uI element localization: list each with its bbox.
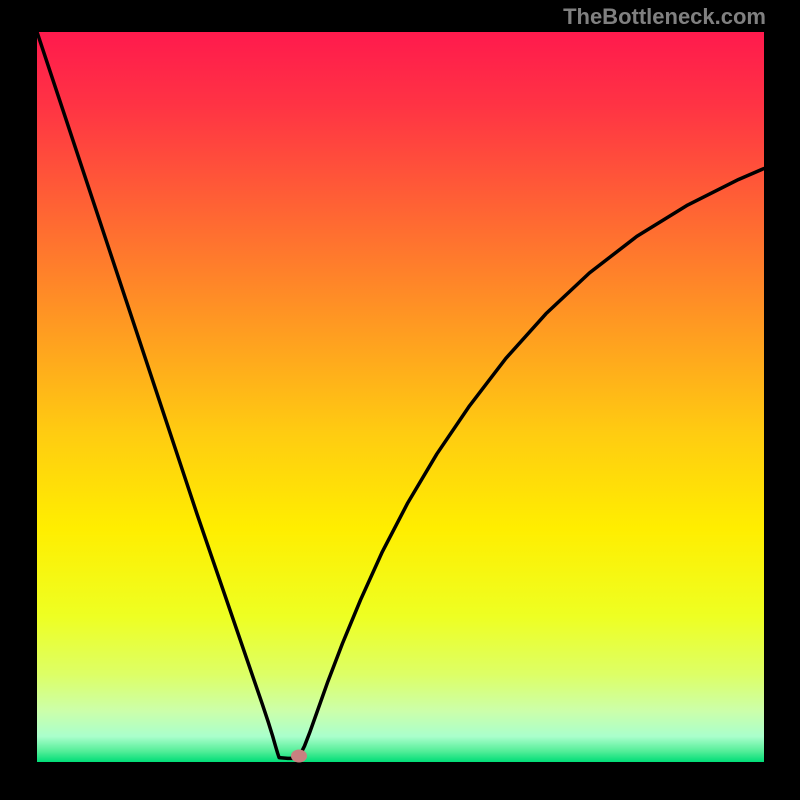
optimum-marker xyxy=(291,750,307,763)
bottleneck-curve xyxy=(37,32,764,762)
plot-area xyxy=(37,32,764,762)
watermark-text: TheBottleneck.com xyxy=(563,4,766,30)
chart-container: TheBottleneck.com xyxy=(0,0,800,800)
